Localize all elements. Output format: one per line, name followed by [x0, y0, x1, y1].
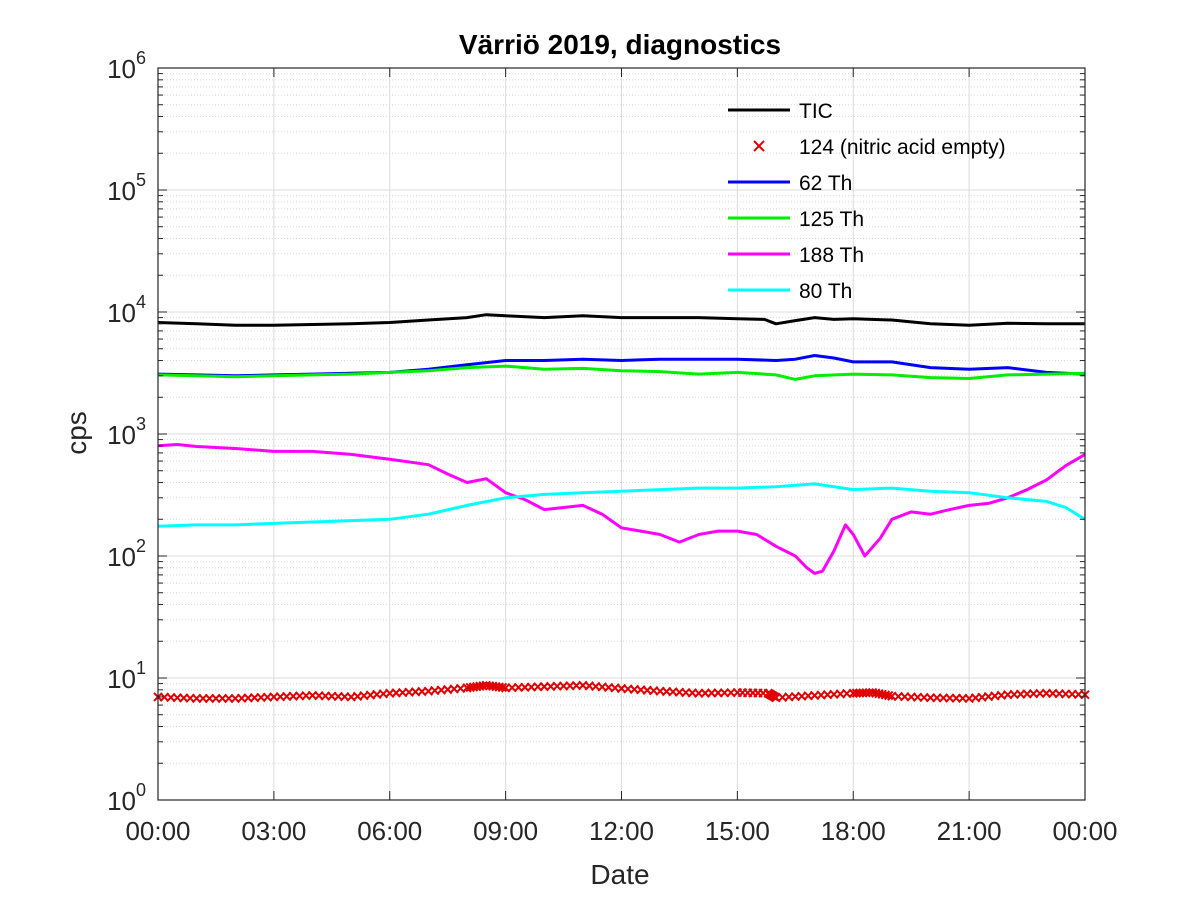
y-tick-label: 100 — [107, 780, 146, 816]
series-4 — [157, 443, 1086, 575]
y-tick-label: 103 — [107, 414, 146, 450]
legend-item: 80 Th — [728, 280, 852, 303]
y-tick-label: 104 — [107, 292, 146, 328]
legend-item: 62 Th — [728, 172, 852, 195]
legend-label: 124 (nitric acid empty) — [799, 136, 1006, 159]
legend-label: 188 Th — [799, 244, 864, 267]
y-tick-label: 102 — [107, 536, 146, 572]
y-tick-label: 101 — [107, 658, 146, 694]
legend-label: 125 Th — [799, 208, 864, 231]
data-marker — [497, 682, 508, 693]
legend-item: 188 Th — [728, 244, 864, 267]
data-marker — [883, 690, 894, 701]
x-tick-label: 09:00 — [473, 816, 538, 846]
x-tick-label: 18:00 — [821, 816, 886, 846]
legend-item: TIC — [728, 100, 833, 123]
legend-item: 124 (nitric acid empty) — [753, 136, 1006, 159]
x-axis-label: Date — [590, 859, 649, 890]
series-line — [157, 482, 1086, 528]
x-tick-label: 12:00 — [589, 816, 654, 846]
series-1 — [153, 680, 1090, 704]
series-3 — [157, 364, 1086, 381]
legend-label: 80 Th — [799, 280, 852, 303]
series-line — [157, 364, 1086, 381]
x-tick-label: 15:00 — [705, 816, 770, 846]
plot-area — [153, 67, 1090, 801]
x-tick-label: 06:00 — [357, 816, 422, 846]
legend-label: 62 Th — [799, 172, 852, 195]
y-tick-label: 106 — [107, 48, 146, 84]
series-line — [157, 313, 1085, 327]
chart-title: Värriö 2019, diagnostics — [459, 29, 781, 60]
x-tick-label: 00:00 — [125, 816, 190, 846]
series-5 — [157, 482, 1086, 528]
series-line — [157, 443, 1086, 575]
series-0 — [157, 313, 1085, 327]
y-tick-label: 105 — [107, 170, 146, 206]
legend-label: TIC — [799, 100, 833, 123]
legend-item: 125 Th — [728, 208, 864, 231]
legend-swatch — [753, 140, 765, 152]
axes: 00:00 03:00 06:00 09:00 12:00 15:00 18:00 21:00… — [107, 48, 1117, 846]
y-axis-label: cps — [61, 411, 92, 455]
x-tick-label: 21:00 — [937, 816, 1002, 846]
x-tick-label: 03:00 — [241, 816, 306, 846]
x-tick-label: 00:00 — [1052, 816, 1117, 846]
legend: TIC 124 (nitric acid empty) 62 Th 125 Th 188… — [728, 100, 1006, 303]
